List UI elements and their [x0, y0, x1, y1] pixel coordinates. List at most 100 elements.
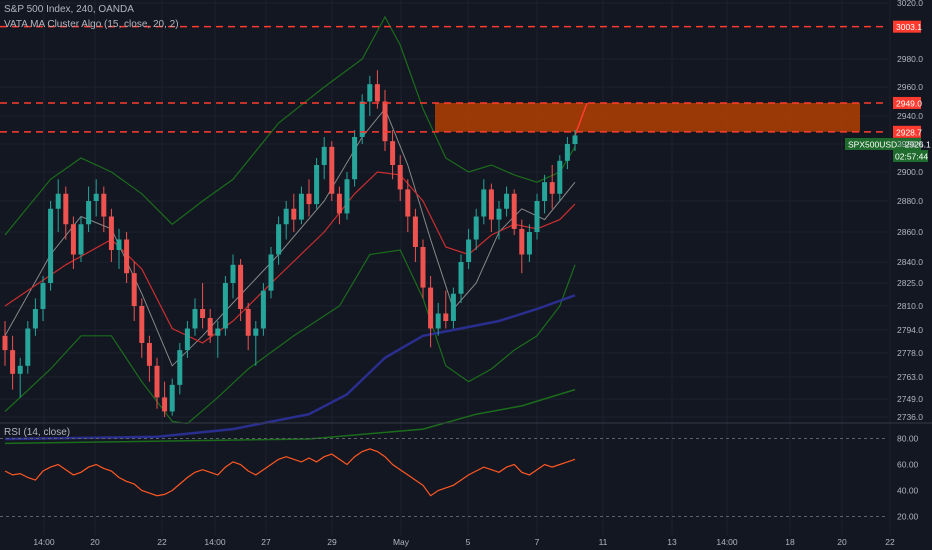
candle-body-14 [108, 216, 114, 250]
candle-body-41 [314, 165, 320, 205]
candle-body-53 [405, 189, 411, 217]
candle-body-35 [268, 254, 274, 291]
candle-body-38 [291, 208, 297, 220]
x-tick-label-6: May [393, 537, 410, 547]
candle-body-30 [230, 264, 236, 283]
grid [0, 0, 891, 535]
x-tick-label-13: 20 [837, 537, 847, 547]
candle-body-58 [443, 313, 449, 321]
y-tick-label-7: 2860.0 [897, 227, 923, 237]
candle-body-16 [124, 239, 130, 274]
current-price-label: SPX500USD · 2926.1 [848, 140, 931, 150]
legend-indicator[interactable]: VATA MA Cluster Algo (15, close, 20, 2) [4, 19, 179, 30]
candle-body-26 [200, 309, 206, 318]
y-tick-label-5: 2900.0 [897, 167, 923, 177]
candle-body-8 [63, 193, 69, 225]
legend-symbol[interactable]: S&P 500 Index, 240, OANDA [4, 4, 134, 15]
candle-body-52 [397, 165, 403, 190]
candle-body-36 [276, 224, 282, 255]
level-tag-0 [893, 20, 921, 33]
candle-body-17 [131, 273, 137, 306]
y-tick-label-10: 2810.0 [897, 301, 923, 311]
price-levels: 3003.1 2949.0 2928.7 SPX500USD · 2926.1 02:5… [0, 20, 931, 162]
band-lower-line [4, 249, 576, 425]
candle-body-66 [504, 193, 510, 209]
trend-line [574, 102, 588, 136]
legend-rsi[interactable]: RSI (14, close) [4, 427, 70, 438]
band-upper-line [4, 15, 576, 236]
candle-body-63 [481, 189, 487, 217]
rsi-line [4, 448, 576, 497]
candle-body-40 [306, 193, 312, 205]
candle-body-21 [162, 397, 168, 412]
candle-body-23 [177, 350, 183, 385]
rsi-tick-label-0: 80.00 [897, 434, 919, 444]
ma-mid-line [4, 171, 576, 344]
level-label-2: 2928.7 [896, 127, 922, 137]
y-tick-label-8: 2840.0 [897, 257, 923, 267]
x-tick-label-1: 20 [90, 537, 100, 547]
rsi-tick-label-3: 20.00 [897, 512, 919, 522]
candle-body-22 [169, 384, 175, 412]
candle-body-57 [435, 313, 441, 329]
y-tick-label-3: 2940.0 [897, 111, 923, 121]
candle-body-60 [458, 262, 464, 294]
candle-body-71 [542, 182, 548, 201]
y-tick-label-12: 2778.0 [897, 348, 923, 358]
candle-body-33 [253, 328, 259, 336]
candle-body-13 [101, 193, 107, 217]
candle-body-5 [40, 283, 46, 309]
candle-body-54 [412, 216, 418, 247]
x-tick-label-12: 18 [785, 537, 795, 547]
candle-body-67 [511, 193, 517, 229]
candle-body-18 [139, 306, 145, 343]
x-tick-label-0: 14:00 [33, 537, 55, 547]
candle-body-62 [473, 216, 479, 240]
y-tick-label-14: 2749.0 [897, 394, 923, 404]
candle-body-64 [488, 189, 494, 220]
level-label-0: 3003.1 [896, 22, 922, 32]
candle-body-72 [549, 182, 555, 194]
candle-body-50 [382, 101, 388, 142]
candle-body-31 [238, 264, 244, 309]
rsi-title: RSI (14, close) [4, 427, 71, 438]
resistance-zone-layer [435, 102, 860, 132]
candle-body-3 [25, 328, 31, 366]
candle-body-73 [557, 160, 563, 194]
candle-body-19 [146, 342, 152, 366]
candle-body-43 [329, 146, 335, 194]
countdown-label: 02:57:44 [895, 152, 928, 162]
x-tick-label-2: 22 [157, 537, 167, 547]
candles [2, 70, 578, 417]
symbol-title: S&P 500 Index, 240, OANDA [4, 4, 134, 15]
indicator-lines [4, 15, 588, 445]
candle-body-32 [245, 309, 251, 336]
candle-body-75 [572, 135, 578, 144]
countdown-tag [893, 150, 928, 162]
y-tick-label-11: 2794.0 [897, 325, 923, 335]
candle-body-51 [390, 141, 396, 165]
y-tick-label-4: 2920.0 [897, 139, 923, 149]
level-label-1: 2949.0 [896, 98, 922, 108]
x-tick-label-5: 29 [327, 537, 337, 547]
y-tick-label-9: 2825.0 [897, 278, 923, 288]
candle-body-2 [17, 365, 23, 374]
candle-body-70 [534, 201, 540, 232]
candle-body-42 [321, 146, 327, 165]
y-tick-label-1: 2980.0 [897, 54, 923, 64]
x-tick-label-14: 22 [885, 537, 895, 547]
candle-body-24 [184, 328, 190, 351]
candle-body-37 [283, 208, 289, 225]
y-tick-label-13: 2763.0 [897, 372, 923, 382]
x-tick-label-10: 13 [667, 537, 677, 547]
candle-body-28 [215, 328, 221, 336]
x-tick-label-3: 14:00 [204, 537, 226, 547]
indicator-title: VATA MA Cluster Algo (15, close, 20, 2) [4, 19, 179, 30]
rsi-pane [0, 438, 888, 517]
candle-body-27 [207, 318, 213, 336]
candle-body-46 [352, 137, 358, 180]
candle-body-59 [450, 293, 456, 321]
candle-body-44 [336, 193, 342, 214]
